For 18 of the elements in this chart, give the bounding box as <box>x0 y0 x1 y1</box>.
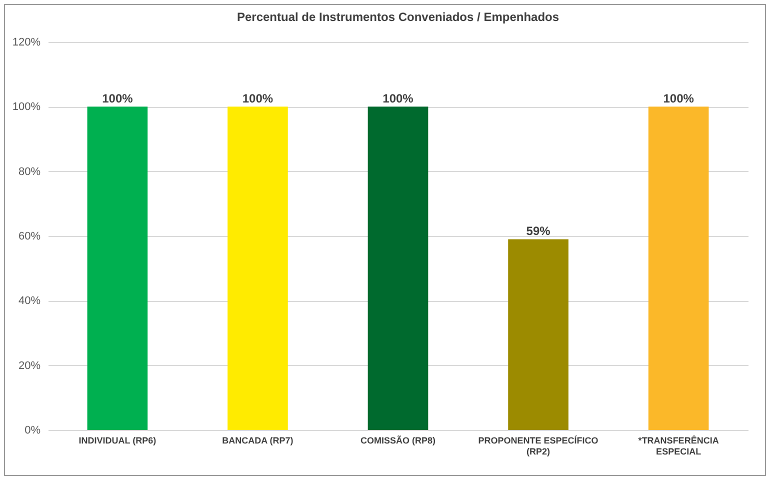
data-label: 100% <box>663 92 694 106</box>
y-tick-label: 60% <box>18 230 41 242</box>
data-label: 59% <box>526 224 551 238</box>
data-label: 100% <box>102 92 134 106</box>
x-tick-label: COMISSÃO (RP8) <box>360 434 436 446</box>
y-tick-label: 40% <box>18 295 41 308</box>
y-tick-label: 0% <box>24 424 41 436</box>
y-tick-label: 100% <box>12 101 41 114</box>
y-tick-label: 120% <box>12 36 41 48</box>
data-label: 100% <box>382 92 414 106</box>
y-tick-label: 80% <box>18 166 41 178</box>
chart-title: Percentual de Instrumentos Conveniados / Empenhados <box>236 10 560 24</box>
y-tick-label: 20% <box>18 360 41 372</box>
x-tick-label: BANCADA (RP7) <box>222 436 294 446</box>
x-tick-label: INDIVIDUAL (RP6) <box>78 436 156 446</box>
x-tick-label: PROPONENTE ESPECÍFICO (RP2) <box>478 436 598 456</box>
x-tick-label: *TRANSFERÊNCIA ESPECIAL <box>638 434 720 456</box>
data-label: 100% <box>242 92 274 106</box>
